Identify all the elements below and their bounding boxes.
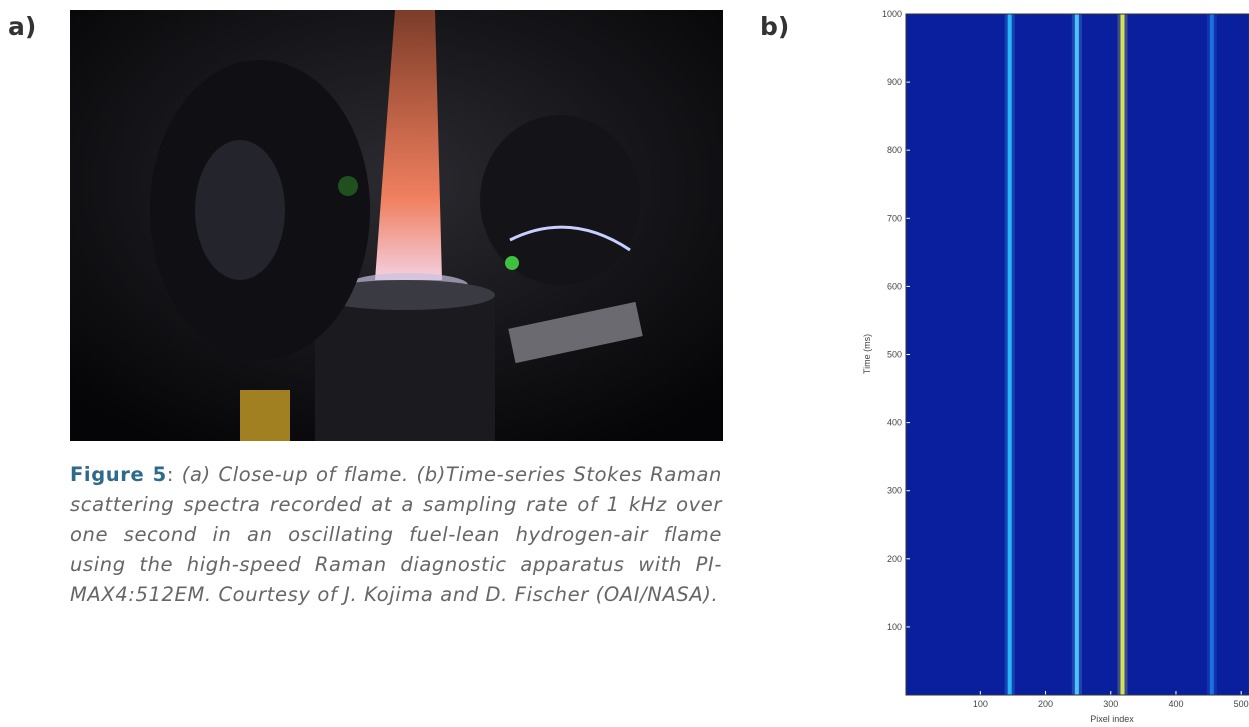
x-tick-label: 100 xyxy=(973,699,988,709)
x-tick-label: 200 xyxy=(1038,699,1053,709)
y-tick-label: 800 xyxy=(887,145,902,155)
chart: Time (ms) Pixel index 100 200 300 400 500 600… xyxy=(0,0,1249,727)
y-tick-label: 900 xyxy=(887,77,902,87)
y-tick-label: 600 xyxy=(887,281,902,291)
y-tick-label: 500 xyxy=(887,350,902,360)
x-tick-label: 300 xyxy=(1103,699,1118,709)
y-tick-label: 1000 xyxy=(882,9,902,19)
y-axis-label: Time (ms) xyxy=(862,334,872,374)
spectral-line xyxy=(1210,14,1214,695)
y-tick-label: 400 xyxy=(887,418,902,428)
y-tick-label: 100 xyxy=(887,622,902,632)
page: a) b) Figure 5: (a) Close-up of flame. (… xyxy=(0,0,1249,727)
y-tick-label: 700 xyxy=(887,213,902,223)
x-axis-label: Pixel index xyxy=(1090,714,1134,724)
x-tick-label: 400 xyxy=(1168,699,1183,709)
y-tick-label: 200 xyxy=(887,554,902,564)
spectral-line xyxy=(1120,14,1124,695)
y-tick-label: 300 xyxy=(887,486,902,496)
spectral-line xyxy=(1008,14,1012,695)
spectral-line xyxy=(1075,14,1079,695)
x-tick-label: 500 xyxy=(1234,699,1249,709)
